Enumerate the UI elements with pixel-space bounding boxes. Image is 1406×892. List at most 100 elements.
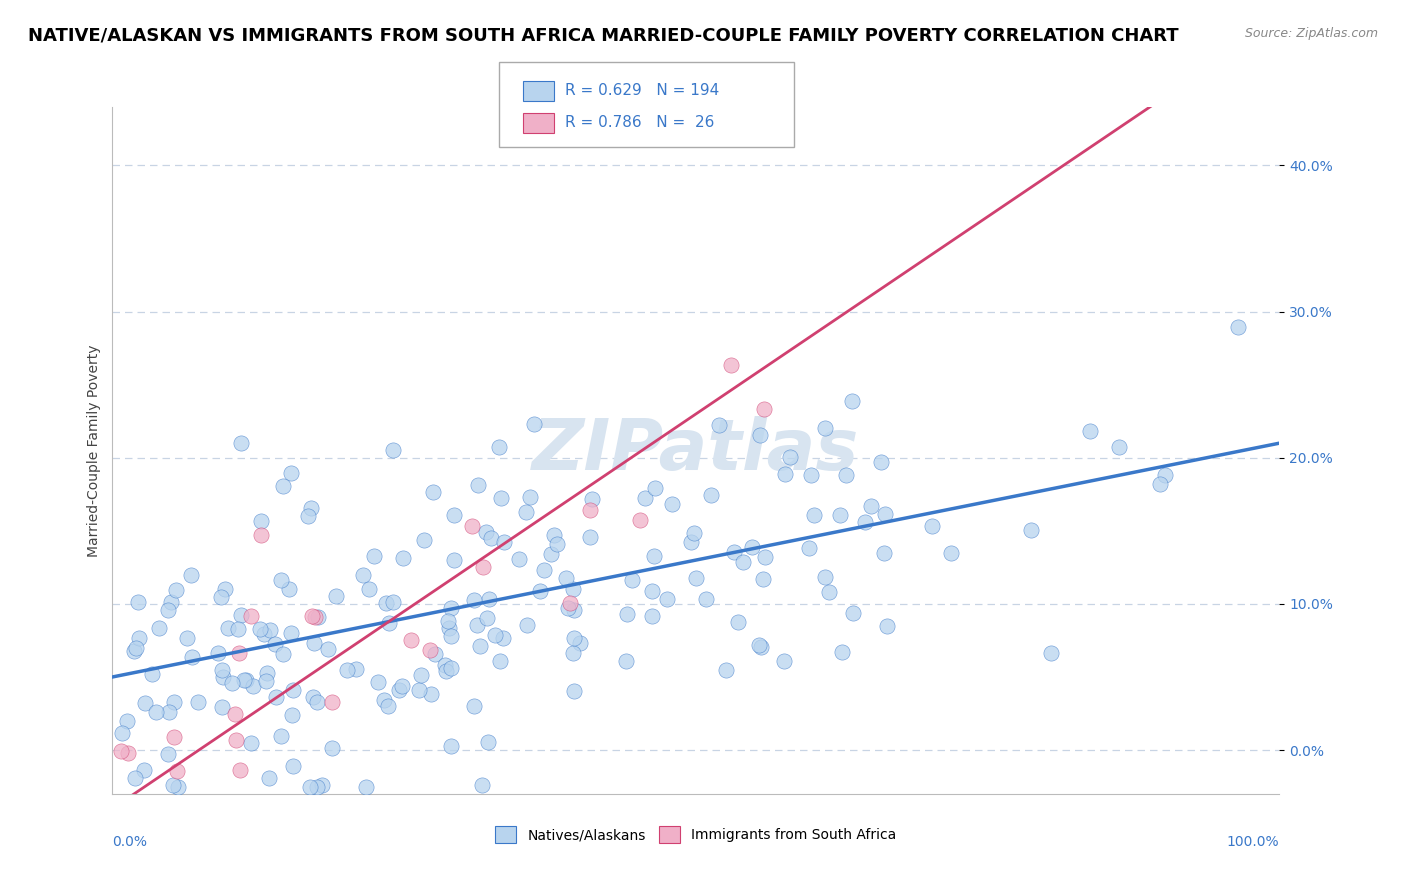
Point — [468, 639, 491, 653]
Point — [870, 455, 893, 469]
Point — [304, 610, 326, 624]
Point — [388, 683, 411, 698]
Point — [620, 573, 643, 587]
Point — [508, 552, 530, 566]
Point — [797, 541, 820, 555]
Point — [420, 687, 443, 701]
Point — [752, 572, 775, 586]
Point — [307, 695, 329, 709]
Point — [159, 595, 181, 609]
Point — [281, 707, 304, 722]
Point — [382, 595, 405, 609]
Point — [110, 744, 132, 758]
Point — [465, 618, 488, 632]
Text: R = 0.786   N =  26: R = 0.786 N = 26 — [565, 115, 714, 129]
Point — [748, 638, 770, 652]
Point — [228, 646, 250, 660]
Point — [941, 546, 963, 560]
Point — [516, 618, 538, 632]
Point — [111, 726, 134, 740]
Point — [134, 697, 156, 711]
Point — [614, 653, 637, 667]
Point — [187, 695, 209, 709]
Point — [433, 658, 456, 673]
Point — [437, 621, 460, 635]
Point — [467, 478, 489, 492]
Text: Source: ZipAtlas.com: Source: ZipAtlas.com — [1244, 27, 1378, 40]
Point — [264, 690, 287, 705]
Point — [533, 563, 555, 577]
Point — [141, 817, 163, 831]
Point — [581, 492, 603, 507]
Point — [557, 601, 579, 615]
Point — [281, 759, 304, 773]
Point — [229, 435, 252, 450]
Point — [800, 467, 823, 482]
Point — [399, 633, 422, 648]
Point — [321, 740, 343, 755]
Point — [543, 528, 565, 542]
Point — [239, 736, 262, 750]
Point — [873, 546, 896, 560]
Point — [221, 675, 243, 690]
Point — [249, 622, 271, 636]
Point — [695, 591, 717, 606]
Point — [661, 497, 683, 511]
Point — [211, 699, 233, 714]
Point — [233, 673, 256, 687]
Point — [157, 747, 180, 762]
Point — [578, 530, 600, 544]
Point — [440, 630, 463, 644]
Point — [828, 508, 851, 522]
Point — [367, 675, 389, 690]
Point — [419, 642, 441, 657]
Point — [117, 746, 139, 760]
Point — [841, 606, 863, 620]
Point — [1078, 424, 1101, 438]
Point — [176, 632, 198, 646]
Legend: Natives/Alaskans, Immigrants from South Africa: Natives/Alaskans, Immigrants from South … — [489, 821, 903, 849]
Point — [408, 683, 430, 698]
Point — [616, 607, 638, 621]
Point — [280, 466, 302, 480]
Point — [478, 591, 501, 606]
Point — [214, 582, 236, 596]
Point — [382, 443, 405, 458]
Point — [562, 582, 585, 596]
Point — [492, 632, 515, 646]
Point — [302, 635, 325, 649]
Point — [301, 608, 323, 623]
Point — [124, 644, 146, 658]
Point — [754, 549, 776, 564]
Point — [681, 534, 703, 549]
Point — [1019, 523, 1042, 537]
Point — [751, 640, 773, 654]
Point — [165, 582, 187, 597]
Point — [302, 690, 325, 705]
Point — [321, 695, 343, 709]
Point — [477, 735, 499, 749]
Point — [515, 505, 537, 519]
Point — [440, 739, 463, 754]
Point — [107, 830, 129, 845]
Point — [325, 589, 347, 603]
Point — [488, 441, 510, 455]
Point — [311, 778, 333, 792]
Point — [562, 684, 585, 698]
Point — [554, 571, 576, 585]
Point — [163, 818, 186, 832]
Point — [699, 487, 721, 501]
Point — [683, 526, 706, 541]
Point — [644, 481, 666, 495]
Point — [229, 607, 252, 622]
Point — [357, 582, 380, 597]
Point — [561, 646, 583, 660]
Point — [134, 764, 156, 778]
Point — [307, 609, 329, 624]
Point — [224, 706, 246, 721]
Point — [835, 468, 858, 483]
Point — [281, 683, 304, 698]
Point — [1226, 319, 1249, 334]
Point — [124, 640, 146, 655]
Point — [278, 582, 301, 596]
